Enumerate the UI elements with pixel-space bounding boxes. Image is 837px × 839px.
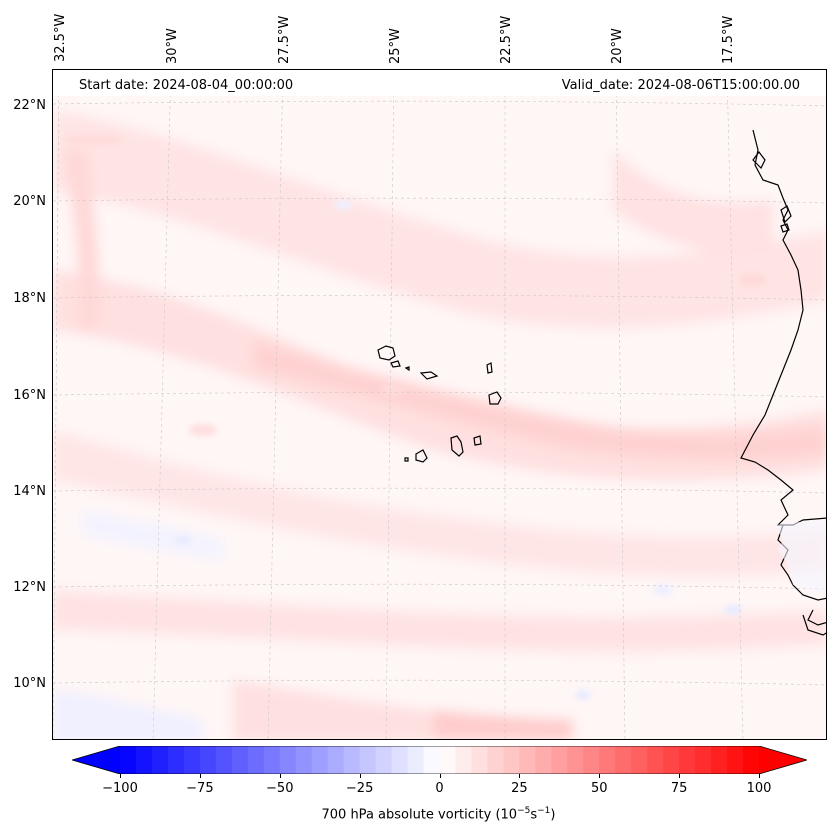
colorbar-segment — [711, 746, 728, 774]
colorbar-segment — [183, 746, 201, 774]
vorticity-map[interactable]: Start date: 2024-08-04_00:00:00 Valid_da… — [52, 69, 827, 740]
lat-label-10n: 10°N — [13, 676, 46, 691]
valid-date-label: Valid_date: 2024-08-06T15:00:00.00 — [561, 78, 800, 93]
lat-label-18n: 18°N — [13, 291, 46, 306]
colorbar-title-text: 700 hPa absolute vorticity (10 — [321, 807, 518, 823]
colorbar-tick-mark — [599, 774, 601, 778]
colorbar-segment — [151, 746, 169, 774]
colorbar-tick-label: −50 — [266, 781, 294, 796]
colorbar-title-exp1: −5 — [517, 806, 531, 816]
colorbar-segment — [391, 746, 409, 774]
colorbar-tick-mark — [679, 774, 681, 778]
vorticity-field — [53, 110, 826, 739]
colorbar-segment — [423, 746, 440, 774]
lon-label-17-5w: 17.5°W — [721, 15, 736, 64]
map-header-strip — [53, 70, 826, 96]
lon-label-27-5w: 27.5°W — [277, 15, 292, 64]
colorbar-segment — [471, 746, 488, 774]
colorbar-segment — [695, 746, 712, 774]
colorbar-segment — [407, 746, 425, 774]
colorbar-low-arrow — [72, 746, 120, 774]
lat-label-20n: 20°N — [13, 194, 46, 209]
colorbar-segment — [311, 746, 329, 774]
colorbar-segment — [295, 746, 313, 774]
colorbar-segment — [567, 746, 584, 774]
colorbar-title: 700 hPa absolute vorticity (10−5s−1) — [0, 806, 837, 822]
colorbar-segment — [359, 746, 377, 774]
colorbar-title-exp2: −1 — [537, 806, 551, 816]
colorbar-tick-label: 0 — [435, 781, 444, 796]
colorbar-tick-label: 50 — [590, 781, 608, 796]
land-patch — [775, 520, 826, 595]
colorbar-segment — [727, 746, 744, 774]
lat-label-12n: 12°N — [13, 580, 46, 595]
colorbar-segment — [327, 746, 345, 774]
start-date-label: Start date: 2024-08-04_00:00:00 — [79, 78, 294, 93]
colorbar-segment — [503, 746, 520, 774]
lon-label-32-5w: 32.5°W — [53, 13, 68, 62]
colorbar-tick-label: −25 — [345, 781, 374, 796]
colorbar-tick-mark — [359, 774, 361, 778]
colorbar-tick-label: −100 — [102, 781, 138, 796]
colorbar-segment — [487, 746, 504, 774]
colorbar-segment — [120, 746, 137, 774]
colorbar-segment — [439, 746, 456, 774]
colorbar-segment — [199, 746, 217, 774]
colorbar-tick-mark — [120, 774, 121, 778]
african-coastline — [740, 129, 826, 636]
lat-label-14n: 14°N — [13, 484, 46, 499]
colorbar-tick-label: 75 — [670, 781, 688, 796]
colorbar-tick-mark — [759, 774, 760, 778]
colorbar-segment — [167, 746, 185, 774]
colorbar-segment — [375, 746, 393, 774]
cape-verde-islands — [377, 345, 502, 463]
colorbar-segment — [135, 746, 153, 774]
colorbar-segment — [743, 746, 760, 774]
colorbar — [70, 745, 809, 775]
graticule — [53, 70, 826, 739]
colorbar-tick-label: 100 — [746, 781, 772, 796]
colorbar-tick-mark — [279, 774, 281, 778]
colorbar-segment — [231, 746, 249, 774]
colorbar-title-end: ) — [550, 807, 556, 823]
colorbar-title-mid: s — [530, 807, 538, 823]
colorbar-segment — [535, 746, 552, 774]
colorbar-segment — [279, 746, 297, 774]
lon-label-22-5w: 22.5°W — [499, 15, 514, 64]
colorbar-tick-label: 25 — [511, 781, 528, 796]
lon-label-30w: 30°W — [165, 28, 180, 64]
colorbar-tick-mark — [439, 774, 441, 778]
colorbar-segment — [663, 746, 680, 774]
lat-label-22n: 22°N — [13, 98, 46, 113]
lon-label-25w: 25°W — [388, 28, 403, 64]
colorbar-segment — [615, 746, 632, 774]
lon-label-20w: 20°W — [610, 28, 625, 64]
colorbar-segment — [631, 746, 648, 774]
colorbar-segment — [583, 746, 600, 774]
colorbar-segment — [679, 746, 696, 774]
colorbar-segment — [599, 746, 616, 774]
map-canvas — [53, 70, 826, 739]
colorbar-segment — [263, 746, 281, 774]
colorbar-segment — [215, 746, 233, 774]
colorbar-segment — [247, 746, 265, 774]
colorbar-segment — [455, 746, 472, 774]
colorbar-segment — [647, 746, 664, 774]
colorbar-segment — [551, 746, 568, 774]
colorbar-tick-label: −75 — [186, 781, 214, 796]
colorbar-high-arrow — [759, 746, 807, 774]
colorbar-tick-mark — [199, 774, 201, 778]
colorbar-tick-mark — [519, 774, 521, 778]
lat-label-16n: 16°N — [13, 388, 46, 403]
colorbar-svg — [70, 745, 809, 775]
colorbar-segment — [519, 746, 536, 774]
vorticity-speckles — [63, 134, 767, 700]
colorbar-segment — [343, 746, 361, 774]
